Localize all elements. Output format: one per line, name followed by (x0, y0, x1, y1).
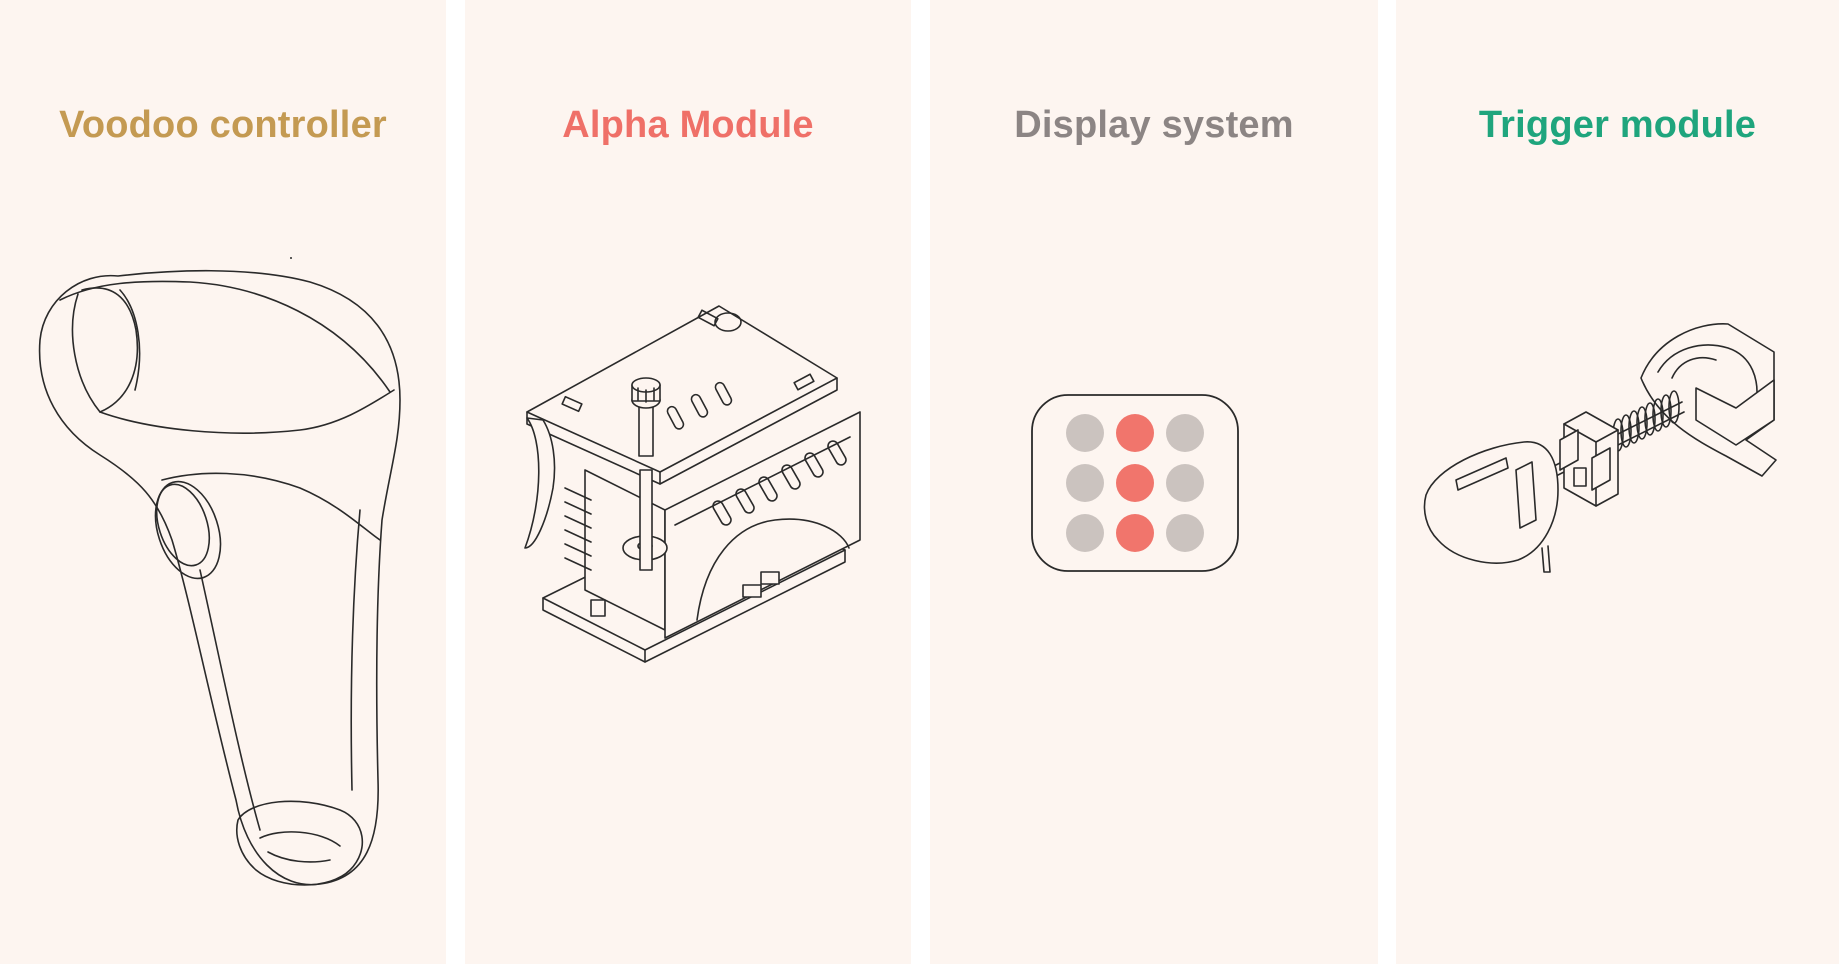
led-dot-inactive (1166, 414, 1204, 452)
panel-voodoo-controller: Voodoo controller (0, 0, 446, 964)
led-dot-inactive (1066, 414, 1104, 452)
panel-title-display-system: Display system (1014, 104, 1294, 146)
panel-title-alpha-module: Alpha Module (562, 104, 814, 146)
panel-display-system: Display system (930, 0, 1378, 964)
controller-illustration (38, 257, 401, 886)
panel-title-trigger-module: Trigger module (1478, 104, 1757, 146)
trigger-module-illustration (1423, 323, 1777, 573)
display-illustration (1031, 394, 1239, 572)
panel-alpha-module: Alpha Module (465, 0, 911, 964)
led-dot-active (1116, 514, 1154, 552)
led-dot-active (1116, 414, 1154, 452)
led-dot-active (1116, 464, 1154, 502)
led-dot-inactive (1166, 464, 1204, 502)
panel-title-voodoo-controller: Voodoo controller (59, 104, 387, 146)
led-dot-inactive (1166, 514, 1204, 552)
panel-trigger-module: Trigger module (1396, 0, 1839, 964)
led-dot-inactive (1066, 464, 1104, 502)
led-dot-grid (1066, 414, 1204, 552)
alpha-module-illustration (524, 305, 861, 663)
led-dot-inactive (1066, 514, 1104, 552)
